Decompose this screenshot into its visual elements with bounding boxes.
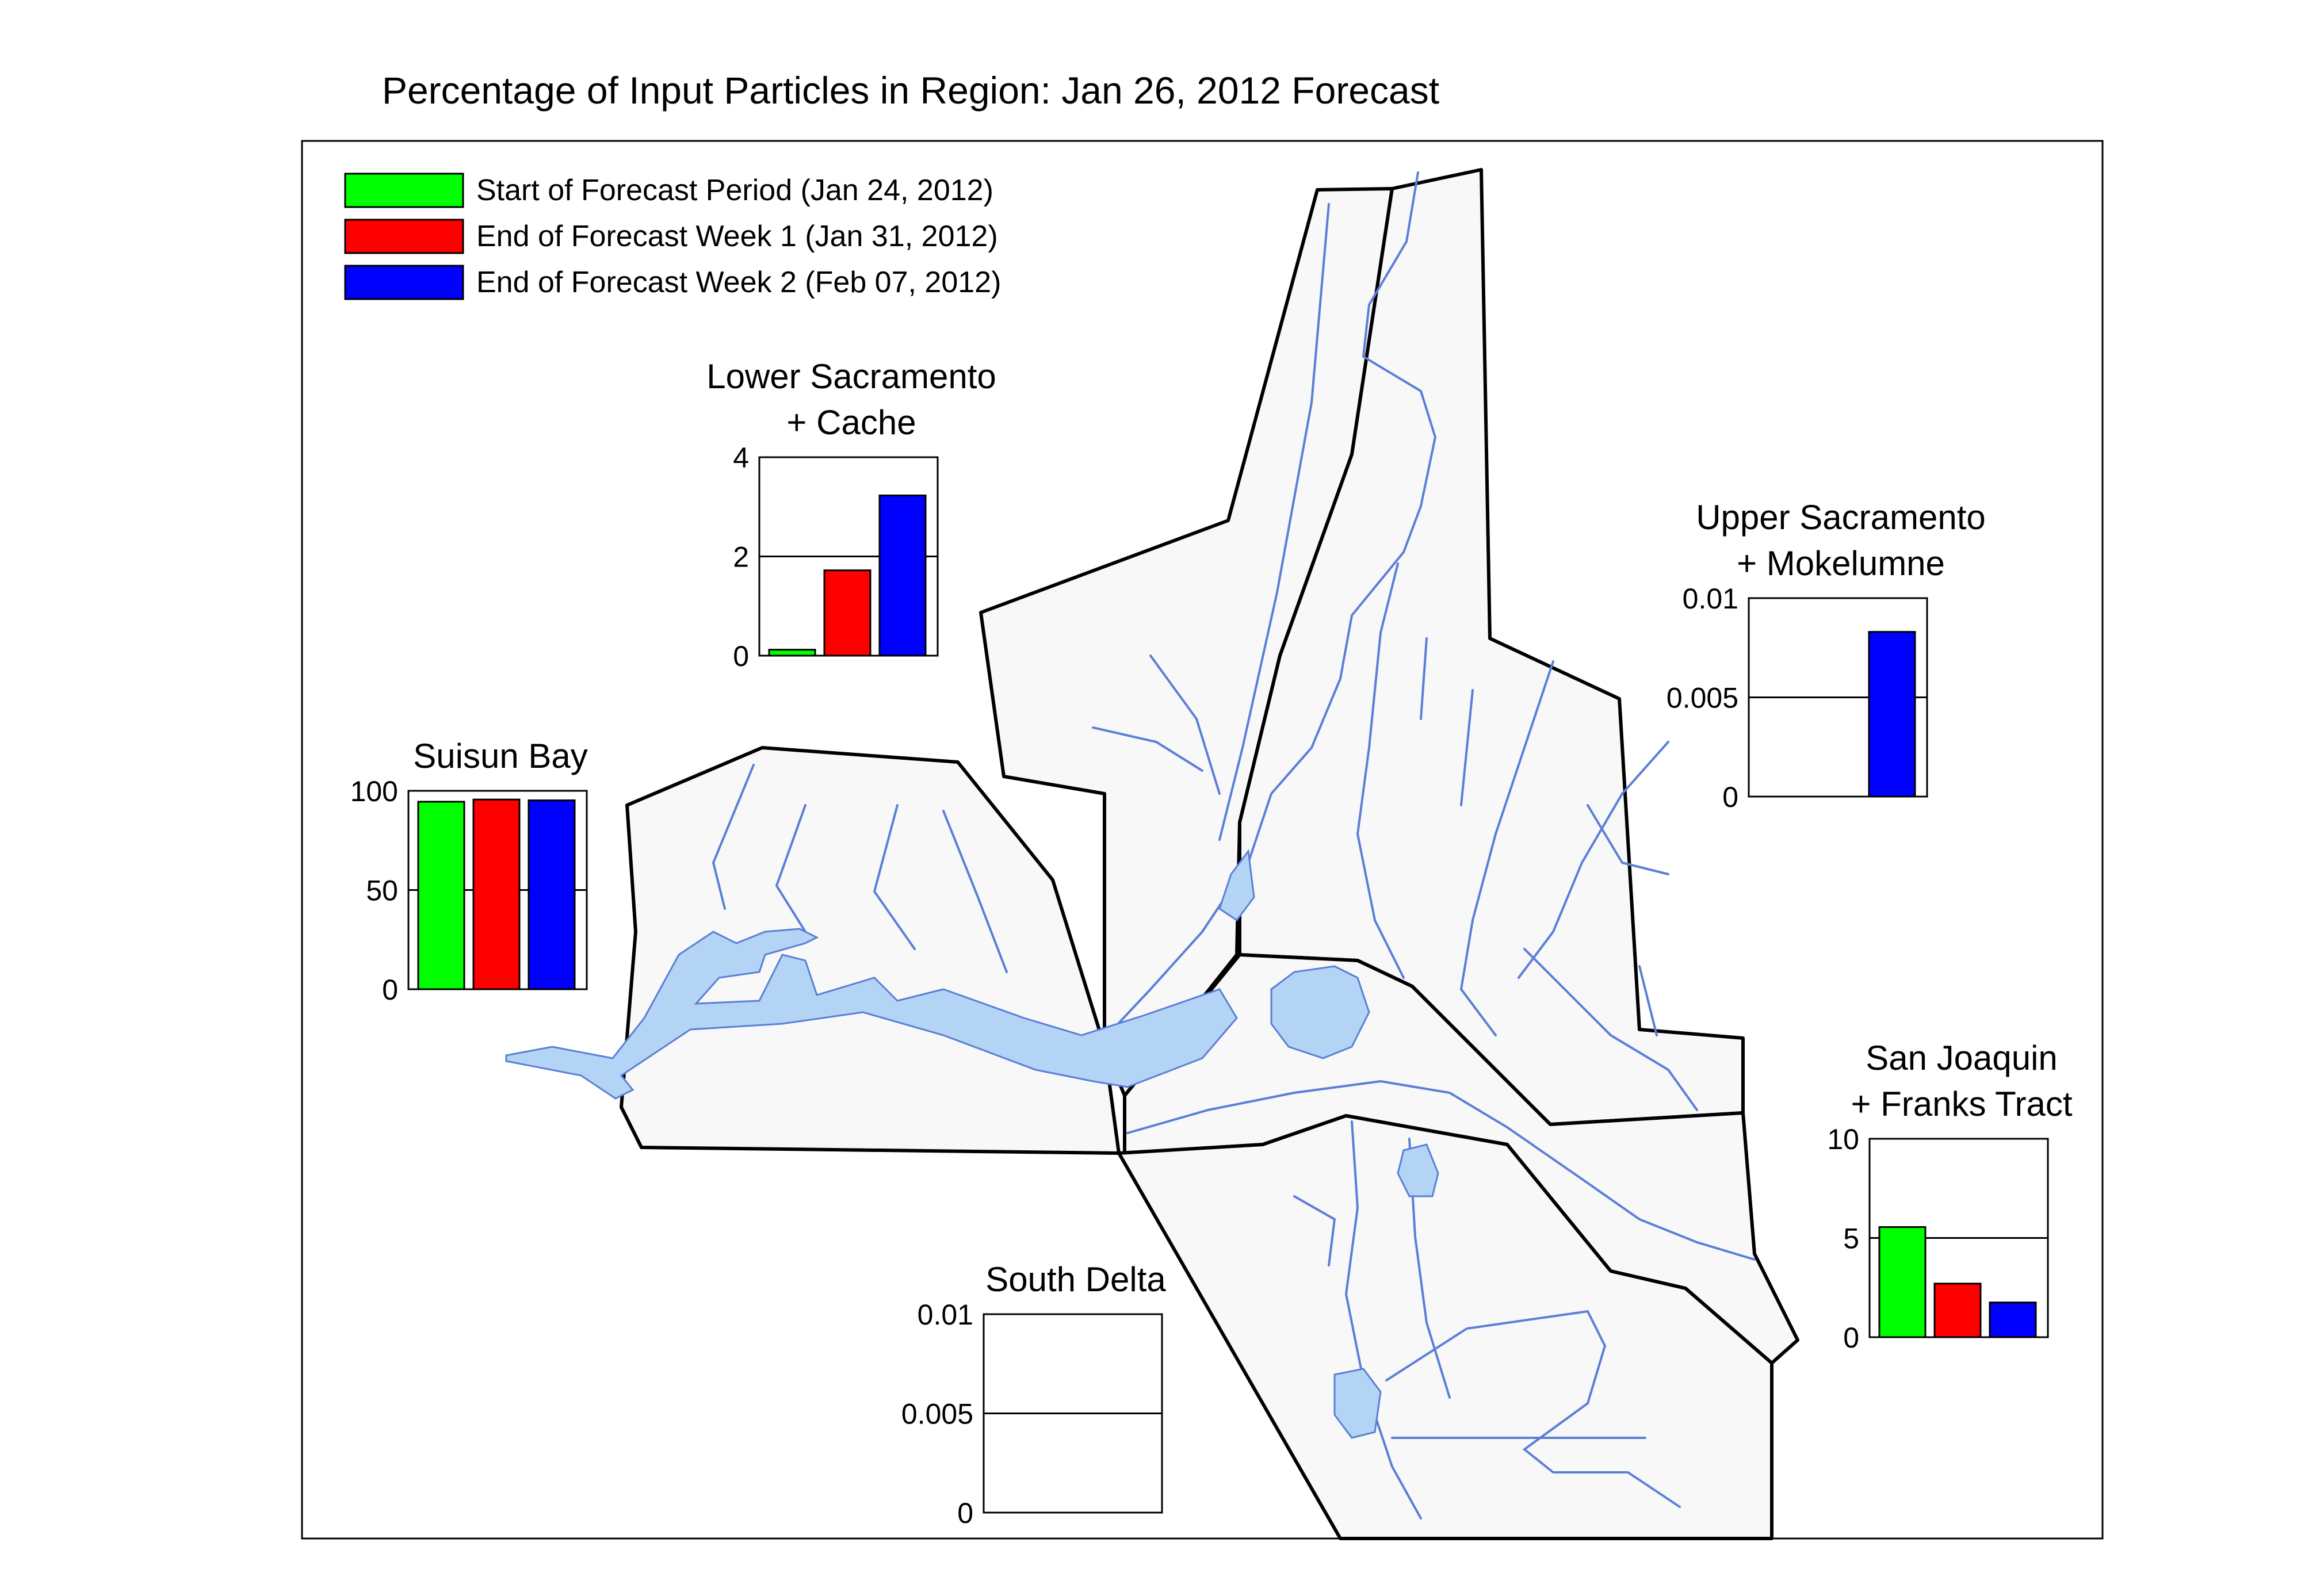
clifton-court-forebay	[1333, 1368, 1382, 1439]
inset-chart: 0 2 4 Lower Sacramento + Cache	[706, 357, 996, 672]
legend-label: End of Forecast Week 1 (Jan 31, 2012)	[476, 220, 998, 253]
inset-tick-label: 0.005	[901, 1398, 973, 1430]
inset-tick-label: 0	[1843, 1322, 1859, 1354]
inset-chart: 0 5 10 San Joaquin + Franks Tract	[1827, 1039, 2073, 1354]
inset-tick-label: 5	[1843, 1223, 1859, 1255]
inset-chart: 0 0.005 0.01 South Delta	[901, 1260, 1167, 1529]
inset-bar	[878, 494, 927, 657]
inset-tick-label: 0.01	[918, 1299, 973, 1331]
inset-tick-label: 0	[1722, 781, 1738, 813]
inset-tick-label: 10	[1827, 1123, 1859, 1155]
inset-title: + Cache	[786, 403, 916, 442]
suisun-bay-water	[505, 928, 1238, 1100]
south-delta-canals	[1293, 1195, 1681, 1508]
inset-chart: 0 50 100 Suisun Bay	[350, 737, 588, 1006]
chart-title: Percentage of Input Particles in Region:…	[382, 69, 1439, 112]
inset-bar	[1868, 631, 1916, 798]
dry-creek	[1420, 637, 1669, 875]
inset-chart: 0 0.005 0.01 Upper Sacramento + Mokelumne	[1666, 498, 1986, 813]
inset-tick-label: 0	[957, 1497, 973, 1529]
mokelumne-river	[1459, 660, 1554, 1036]
inset-title: + Mokelumne	[1737, 544, 1945, 583]
delta-waterways	[712, 171, 1756, 1520]
sherman-lake	[1270, 965, 1370, 1059]
legend-label: End of Forecast Week 2 (Feb 07, 2012)	[476, 266, 1001, 299]
old-river	[1344, 1120, 1422, 1520]
inset-tick-label: 0	[382, 974, 398, 1006]
inset-bar	[823, 569, 872, 657]
inset-tick-label: 2	[733, 541, 749, 573]
legend-swatch	[344, 173, 464, 208]
inset-bar	[1933, 1283, 1982, 1338]
georgiana-slough	[1356, 562, 1405, 979]
inset-tick-label: 100	[350, 775, 398, 807]
inset-tick-label: 0	[733, 640, 749, 672]
legend-swatch	[344, 265, 464, 300]
eastern-channels	[1523, 948, 1698, 1111]
inset-tick-label: 0.005	[1666, 682, 1738, 714]
inset-bar	[472, 798, 521, 990]
inset-bar	[417, 801, 465, 990]
legend-swatch	[344, 219, 464, 254]
region-south-delta	[1117, 1114, 1773, 1540]
san-joaquin-river	[1126, 1080, 1756, 1261]
legend: Start of Forecast Period (Jan 24, 2012) E…	[344, 173, 1001, 300]
inset-tick-label: 4	[733, 442, 749, 474]
inset-title: Lower Sacramento	[706, 357, 996, 396]
inset-bar	[1989, 1302, 2037, 1338]
inset-title: San Joaquin	[1866, 1039, 2058, 1077]
franks-tract	[1397, 1143, 1439, 1197]
inset-bar	[528, 799, 576, 990]
inset-title: Upper Sacramento	[1696, 498, 1986, 537]
region-polygons	[620, 168, 1799, 1540]
inset-bar	[768, 649, 816, 657]
suisun-marsh-sloughs	[712, 764, 1008, 973]
inset-title: + Franks Tract	[1851, 1085, 2072, 1123]
cosumnes-river	[1518, 741, 1669, 979]
inset-title: Suisun Bay	[413, 737, 588, 775]
inset-tick-label: 50	[366, 875, 398, 907]
liberty-island	[1218, 849, 1255, 922]
cache-slough	[1092, 655, 1221, 795]
inset-tick-label: 0.01	[1683, 583, 1738, 615]
inset-bar	[1878, 1226, 1927, 1338]
open-water-bodies	[505, 849, 1439, 1439]
inset-title: South Delta	[985, 1260, 1166, 1299]
legend-label: Start of Forecast Period (Jan 24, 2012)	[476, 174, 993, 207]
sacramento-deep-water-channel	[1218, 203, 1330, 841]
